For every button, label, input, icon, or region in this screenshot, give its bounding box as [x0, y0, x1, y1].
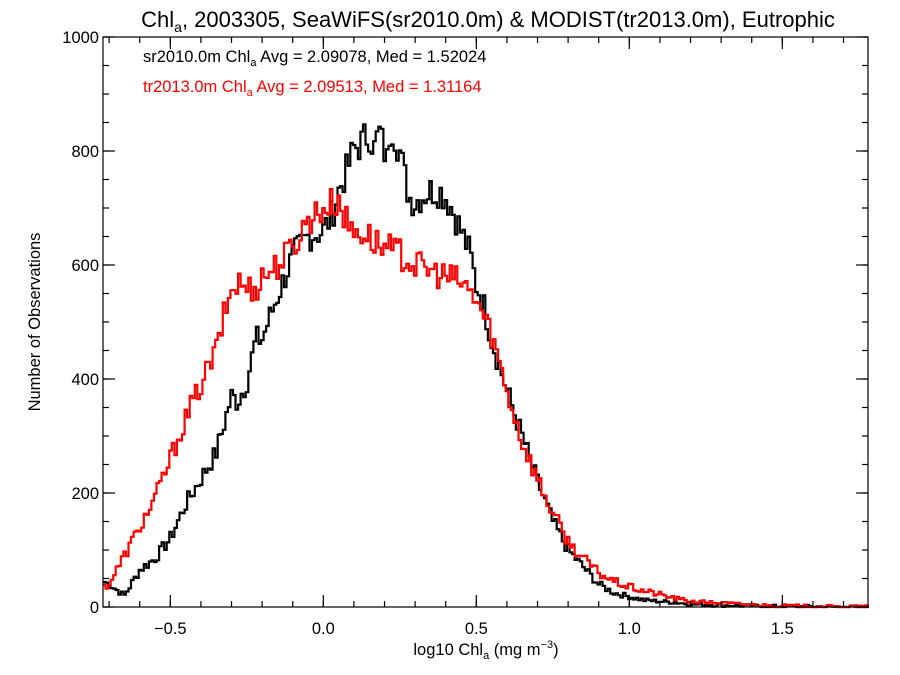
x-axis-label: log10 Chla (mg m−3): [413, 639, 558, 662]
x-tick-label: 0.5: [465, 620, 488, 638]
tick-layer: −0.5 0.0 0.5 1.0 1.5 0 200 400 600 800 1000: [62, 29, 868, 638]
y-tick-label: 1000: [62, 29, 99, 47]
y-tick-label: 600: [71, 257, 99, 275]
x-tick-label: 1.5: [771, 620, 794, 638]
x-tick-label: −0.5: [154, 620, 187, 638]
x-tick-label: 1.0: [618, 620, 641, 638]
y-tick-label: 200: [71, 485, 99, 503]
y-tick-label: 800: [71, 143, 99, 161]
series-line-1: [103, 187, 869, 609]
y-tick-label: 400: [71, 371, 99, 389]
y-tick-label: 0: [90, 599, 99, 617]
y-axis-label: Number of Observations: [26, 233, 44, 412]
annotation-tr2013: tr2013.0m Chla Avg = 2.09513, Med = 1.31…: [143, 78, 482, 99]
chart-title: Chla, 2003305, SeaWiFS(sr2010.0m) & MODI…: [141, 7, 835, 35]
series-line-0: [103, 123, 869, 609]
x-tick-label: 0.0: [312, 620, 335, 638]
annotation-sr2010: sr2010.0m Chla Avg = 2.09078, Med = 1.52…: [143, 48, 486, 69]
series-layer: [103, 123, 869, 609]
